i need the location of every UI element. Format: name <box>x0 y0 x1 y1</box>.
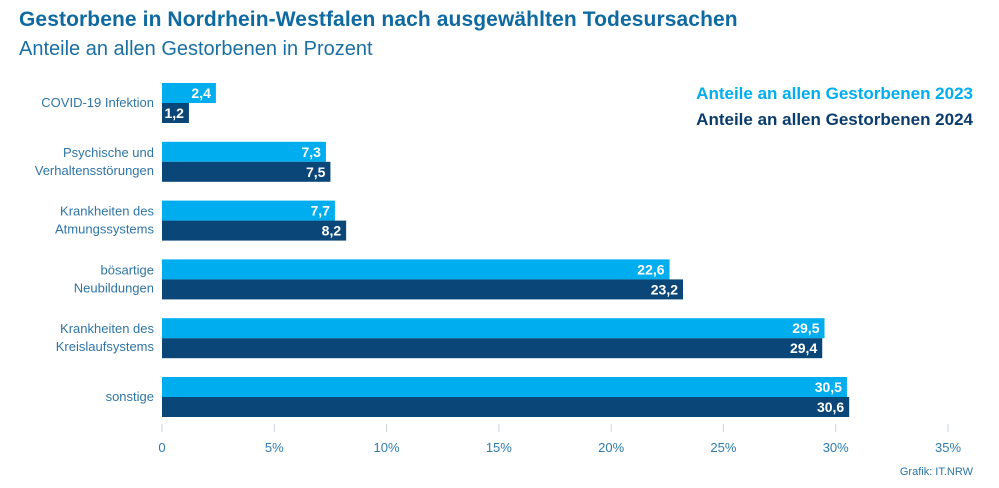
category-label: Krankheiten des Kreislaufsystems <box>56 321 155 354</box>
bar-2023 <box>162 318 825 339</box>
legend-item-2023: Anteile an allen Gestorbenen 2023 <box>696 84 973 103</box>
category-label: Psychische und Verhaltensstörungen <box>35 145 154 178</box>
bar-2024 <box>162 397 850 417</box>
bar-value-label: 29,4 <box>790 340 817 356</box>
bar-2023 <box>162 259 670 280</box>
legend: Anteile an allen Gestorbenen 2023 Anteil… <box>696 81 973 133</box>
x-tick-label: 0 <box>158 440 165 455</box>
bar-value-label: 7,3 <box>301 144 321 160</box>
bar-value-label: 30,5 <box>815 379 842 395</box>
category-label-line: Kreislaufsystems <box>56 339 155 354</box>
category-label-line: Atmungssystems <box>55 222 154 237</box>
category-label: sonstige <box>106 389 154 404</box>
x-tick-label: 35% <box>935 440 961 455</box>
bar-value-label: 1,2 <box>164 105 184 121</box>
x-tick-label: 15% <box>486 440 512 455</box>
bar-value-label: 7,5 <box>306 164 326 180</box>
bar-value-label: 7,7 <box>310 203 330 219</box>
category-label-line: Neubildungen <box>74 280 154 295</box>
category-label-line: Krankheiten des <box>60 321 154 336</box>
bar-value-label: 22,6 <box>637 261 664 277</box>
bar-value-label: 8,2 <box>322 223 342 239</box>
bar-2024 <box>162 161 331 182</box>
bar-2023 <box>162 200 335 221</box>
category-label-line: bösartige <box>101 262 154 277</box>
category-label: Krankheiten des Atmungssystems <box>55 204 154 237</box>
category-label-line: sonstige <box>106 389 154 404</box>
bar-value-label: 29,5 <box>792 320 819 336</box>
x-tick-label: 20% <box>598 440 624 455</box>
bar-2024 <box>162 338 823 359</box>
bar-value-label: 30,6 <box>817 399 844 415</box>
x-tick-label: 5% <box>265 440 284 455</box>
legend-item-2024: Anteile an allen Gestorbenen 2024 <box>696 110 973 129</box>
bar-2023 <box>162 83 216 103</box>
x-tick-label: 30% <box>823 440 849 455</box>
category-label-line: Verhaltensstörungen <box>35 163 154 178</box>
bar-value-label: 2,4 <box>191 85 211 101</box>
x-tick-label: 10% <box>374 440 400 455</box>
bar-2023 <box>162 377 847 397</box>
chart-title: Gestorbene in Nordrhein-Westfalen nach a… <box>19 8 738 31</box>
bar-2024 <box>162 220 347 241</box>
category-label-line: COVID-19 Infektion <box>41 95 154 110</box>
bar-value-label: 23,2 <box>651 281 678 297</box>
chart-subtitle: Anteile an allen Gestorbenen in Prozent <box>19 38 373 60</box>
category-label-line: Krankheiten des <box>60 204 154 219</box>
category-label-line: Psychische und <box>63 145 154 160</box>
bar-2023 <box>162 141 326 162</box>
bar-2024 <box>162 279 684 300</box>
category-label: COVID-19 Infektion <box>41 95 154 110</box>
x-tick-label: 25% <box>710 440 736 455</box>
bar-2024 <box>162 103 189 123</box>
category-label: bösartige Neubildungen <box>74 262 154 295</box>
source-credit: Grafik: IT.NRW <box>899 466 973 478</box>
